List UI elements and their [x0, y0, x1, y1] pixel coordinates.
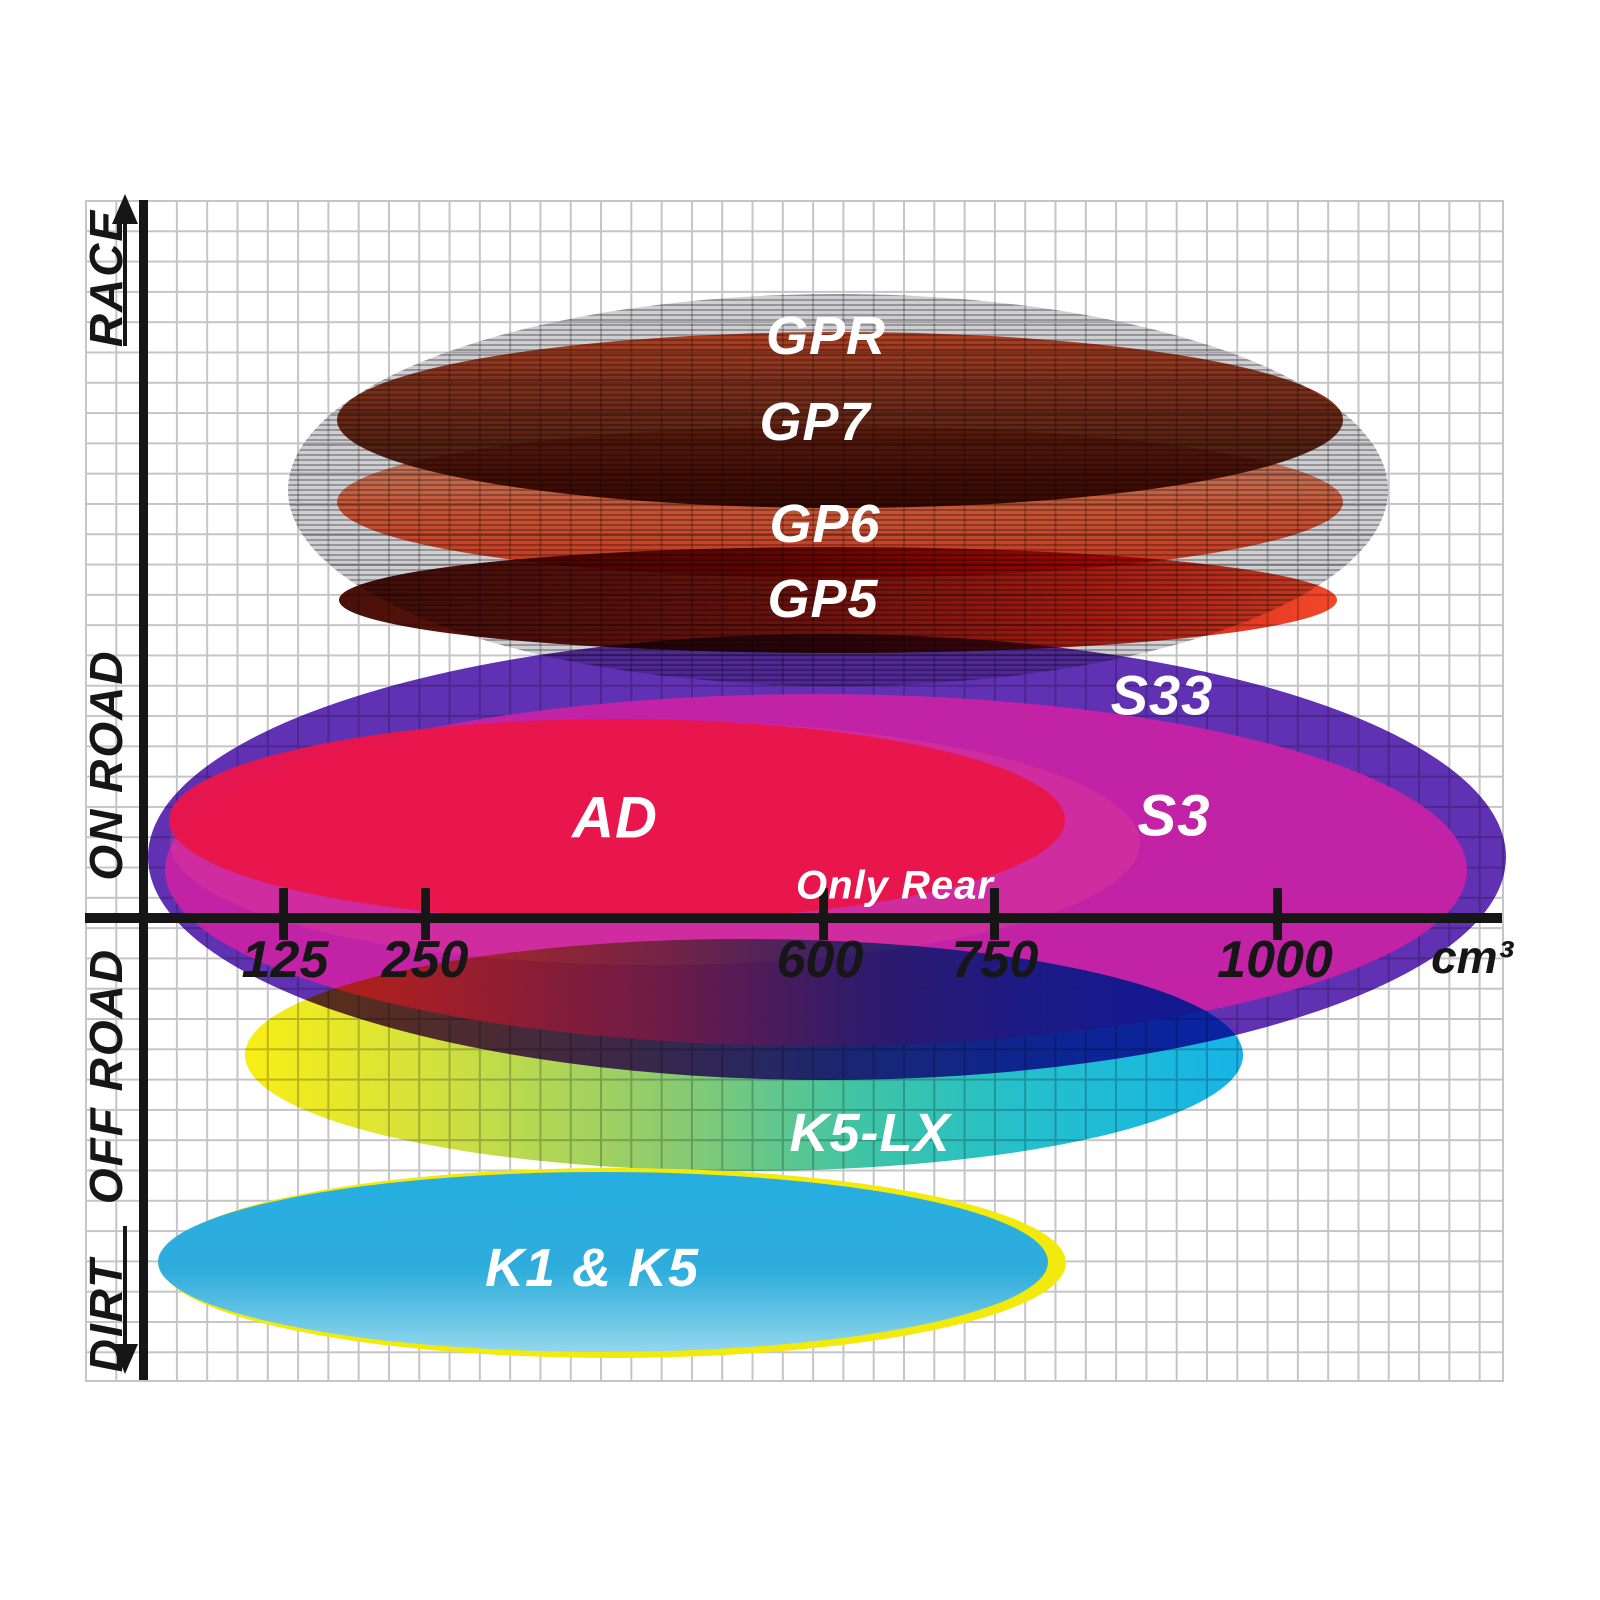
gpr-label: GPR	[765, 306, 887, 366]
gp7-label: GP7	[759, 392, 871, 452]
x-tick-label-600: 600	[776, 931, 864, 989]
y-band-label-offroad: OFF ROAD	[80, 947, 132, 1205]
x-tick-label-750: 750	[951, 931, 1039, 989]
s3-label: S3	[1137, 783, 1211, 849]
k1k5-label: K1 & K5	[484, 1238, 700, 1298]
y-band-label-onroad: ON ROAD	[80, 649, 132, 881]
ad-label: AD	[572, 785, 658, 851]
x-axis-line	[85, 913, 1502, 923]
up-arrow-icon	[123, 218, 127, 346]
down-arrow-head-icon	[112, 1344, 138, 1374]
gp6-label: GP6	[769, 494, 881, 554]
y-axis-line	[139, 200, 148, 1380]
s33-label: S33	[1110, 663, 1214, 727]
region-k1k5-ellipse	[158, 1172, 1048, 1352]
x-tick-600	[819, 888, 828, 940]
x-tick-label-250: 250	[381, 931, 469, 989]
region-ad-ellipse	[169, 719, 1065, 921]
only-rear-label: Only Rear	[796, 863, 994, 908]
x-tick-750	[990, 888, 999, 940]
x-tick-250	[421, 888, 430, 940]
k5lx-label: K5-LX	[789, 1103, 951, 1163]
x-tick-label-125: 125	[241, 931, 329, 989]
x-axis-unit: cm³	[1431, 931, 1513, 983]
x-tick-label-1000: 1000	[1217, 931, 1333, 989]
gp5-label: GP5	[767, 569, 879, 629]
x-tick-1000	[1273, 888, 1282, 940]
x-tick-125	[279, 888, 288, 940]
region-k5lx-ellipse	[245, 939, 1243, 1171]
down-arrow-icon	[123, 1226, 127, 1344]
up-arrow-head-icon	[112, 194, 138, 224]
